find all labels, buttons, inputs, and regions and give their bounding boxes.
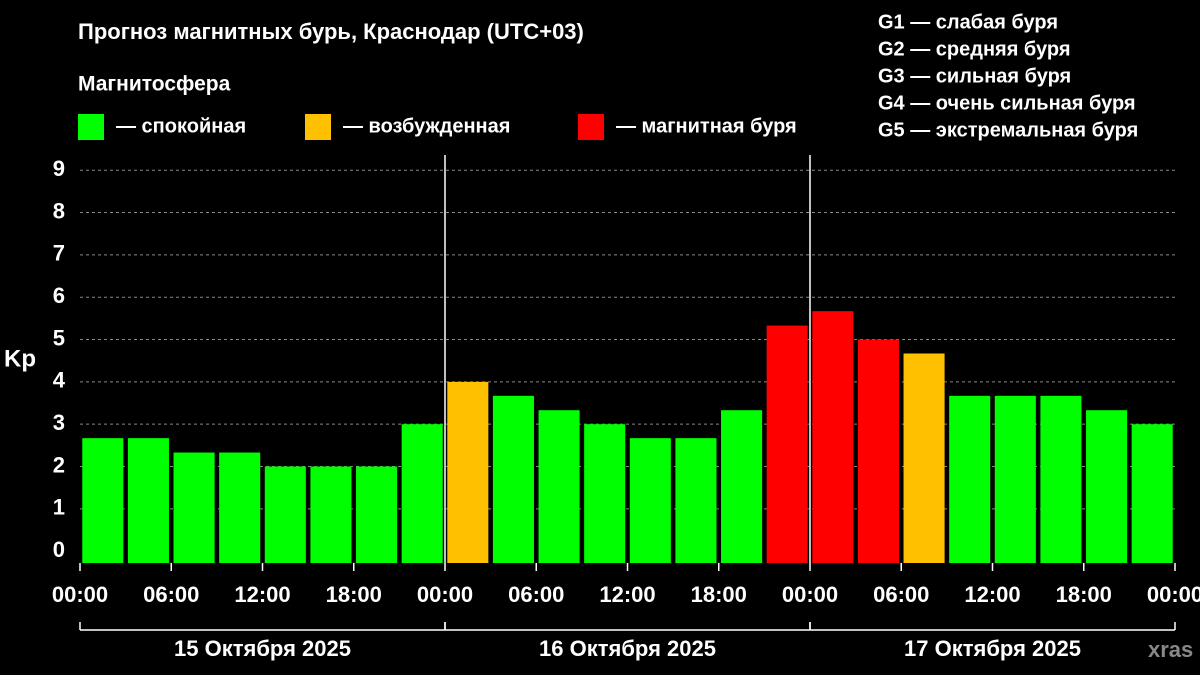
- x-tick-label: 06:00: [508, 582, 564, 607]
- bar: [401, 424, 443, 563]
- x-tick-label: 00:00: [417, 582, 473, 607]
- x-tick-label: 18:00: [1056, 582, 1112, 607]
- bar: [1086, 410, 1128, 563]
- y-tick-label: 3: [53, 410, 65, 435]
- x-tick-label: 00:00: [52, 582, 108, 607]
- x-tick-label: 00:00: [782, 582, 838, 607]
- y-tick-label: 7: [53, 241, 65, 266]
- bar: [447, 381, 489, 563]
- chart-title: Прогноз магнитных бурь, Краснодар (UTC+0…: [78, 19, 584, 44]
- storm-level: G1 — слабая буря: [878, 11, 1058, 33]
- bar: [127, 438, 169, 563]
- y-tick-label: 9: [53, 156, 65, 181]
- storm-level: G2 — средняя буря: [878, 38, 1071, 60]
- day-label: 16 Октября 2025: [539, 636, 716, 661]
- x-tick-label: 12:00: [599, 582, 655, 607]
- storm-level: G4 — очень сильная буря: [878, 92, 1136, 114]
- x-tick-label: 06:00: [143, 582, 199, 607]
- bar: [538, 410, 580, 563]
- bar: [173, 452, 215, 563]
- legend-label: — магнитная буря: [616, 115, 797, 137]
- legend-swatch: [305, 114, 331, 140]
- bar: [949, 395, 991, 563]
- bar: [1040, 395, 1082, 563]
- legend-label: — спокойная: [116, 115, 246, 137]
- storm-level: G3 — сильная буря: [878, 65, 1071, 87]
- day-label: 17 Октября 2025: [904, 636, 1081, 661]
- bar: [264, 466, 306, 563]
- bar: [356, 466, 398, 563]
- bar: [857, 339, 899, 563]
- watermark: xras: [1148, 637, 1193, 662]
- x-tick-label: 00:00: [1147, 582, 1200, 607]
- y-tick-label: 6: [53, 283, 65, 308]
- y-axis-label: Kp: [4, 345, 36, 372]
- legend-swatch: [578, 114, 604, 140]
- bar: [219, 452, 261, 563]
- bar: [812, 311, 854, 563]
- x-tick-label: 12:00: [234, 582, 290, 607]
- x-tick-label: 12:00: [964, 582, 1020, 607]
- bar: [675, 438, 717, 563]
- bar: [492, 395, 534, 563]
- bar: [721, 410, 763, 563]
- day-label: 15 Октября 2025: [174, 636, 351, 661]
- bar: [766, 325, 808, 563]
- storm-level: G5 — экстремальная буря: [878, 119, 1138, 141]
- legend-label: — возбужденная: [343, 115, 510, 137]
- x-tick-label: 06:00: [873, 582, 929, 607]
- y-tick-label: 1: [53, 495, 65, 520]
- bar: [82, 438, 124, 563]
- legend-swatch: [78, 114, 104, 140]
- bar: [1131, 424, 1173, 563]
- bar: [584, 424, 626, 563]
- bar: [994, 395, 1036, 563]
- bar: [310, 466, 352, 563]
- x-tick-label: 18:00: [691, 582, 747, 607]
- bar: [629, 438, 671, 563]
- y-tick-label: 8: [53, 198, 65, 223]
- y-tick-label: 5: [53, 325, 65, 350]
- x-tick-label: 18:00: [326, 582, 382, 607]
- y-tick-label: 4: [53, 368, 66, 393]
- legend-title: Магнитосфера: [78, 73, 231, 96]
- bar: [903, 353, 945, 563]
- y-tick-label: 2: [53, 452, 65, 477]
- y-tick-label: 0: [53, 537, 65, 562]
